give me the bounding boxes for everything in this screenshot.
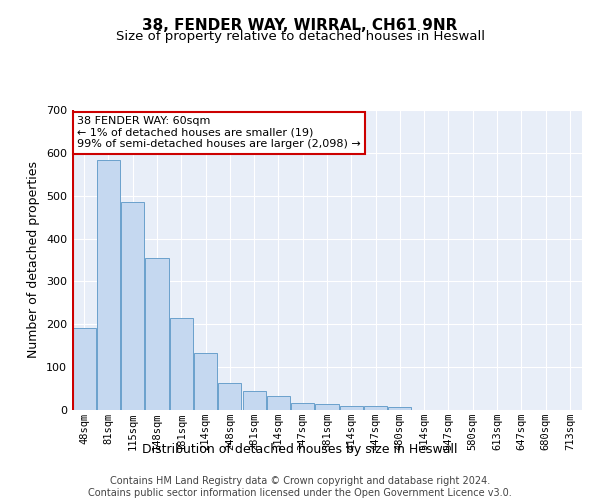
Bar (97, 160, 120, 410)
Text: 38, FENDER WAY, WIRRAL, CH61 9NR: 38, FENDER WAY, WIRRAL, CH61 9NR (142, 18, 458, 32)
Text: Contains public sector information licensed under the Open Government Licence v3: Contains public sector information licen… (88, 488, 512, 498)
Bar (170, 318, 193, 410)
Bar (218, 383, 241, 410)
Bar (291, 402, 314, 410)
Bar (194, 354, 217, 410)
Bar (267, 396, 290, 410)
Bar (364, 406, 387, 410)
Bar (73, 328, 95, 410)
Bar (340, 406, 363, 410)
Text: Distribution of detached houses by size in Heswall: Distribution of detached houses by size … (142, 442, 458, 456)
Bar (316, 404, 338, 410)
Text: 38 FENDER WAY: 60sqm
← 1% of detached houses are smaller (19)
99% of semi-detach: 38 FENDER WAY: 60sqm ← 1% of detached ho… (77, 116, 361, 149)
Bar (242, 391, 266, 410)
Bar (145, 258, 169, 410)
Y-axis label: Number of detached properties: Number of detached properties (28, 162, 40, 358)
Bar (388, 406, 412, 410)
Bar (121, 202, 144, 410)
Text: Contains HM Land Registry data © Crown copyright and database right 2024.: Contains HM Land Registry data © Crown c… (110, 476, 490, 486)
Text: Size of property relative to detached houses in Heswall: Size of property relative to detached ho… (115, 30, 485, 43)
